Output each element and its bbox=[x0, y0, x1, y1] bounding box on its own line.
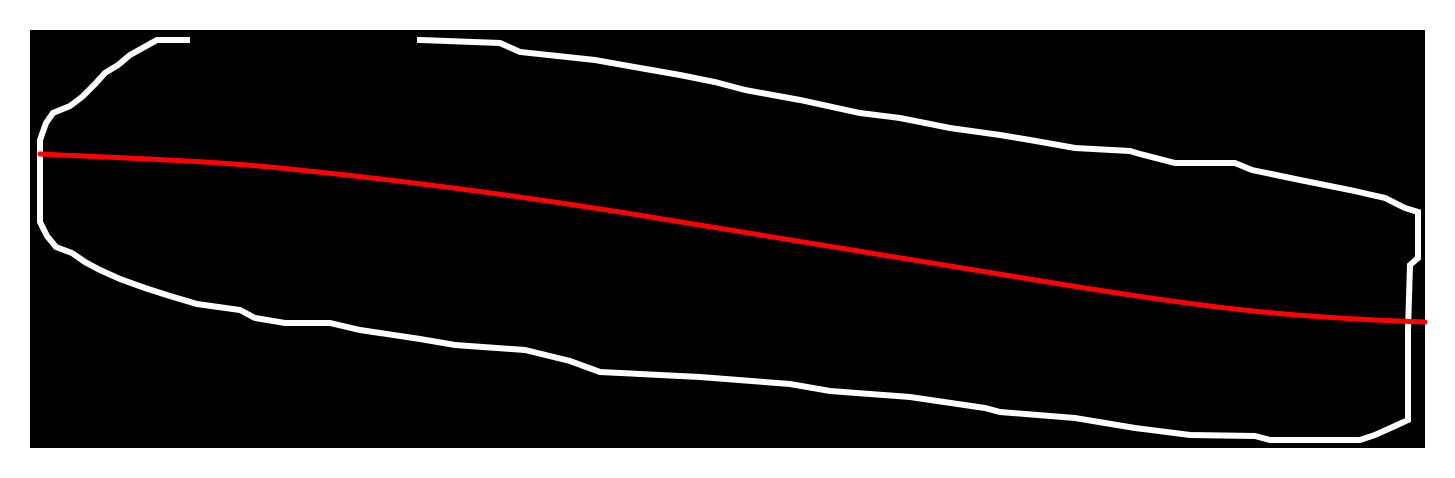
black-panel bbox=[30, 30, 1425, 448]
red-midline bbox=[37, 151, 1428, 325]
shape-outline bbox=[37, 36, 1421, 443]
